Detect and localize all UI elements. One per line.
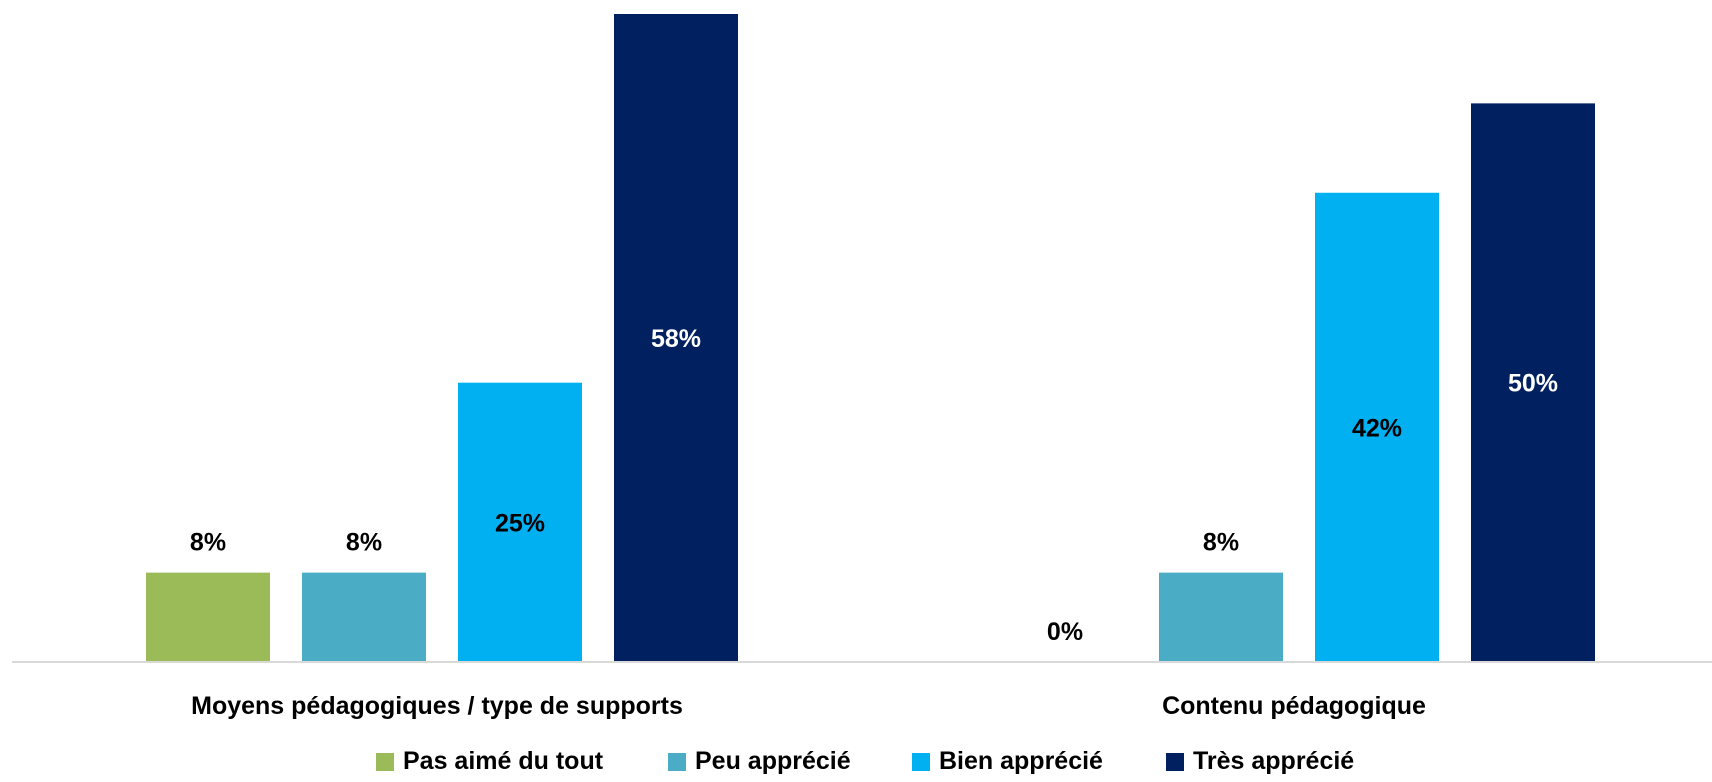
bar-moyens-pedagogiques-type-de-supports-bien-apprecie xyxy=(458,382,582,662)
legend: Pas aimé du tout Peu apprécié Bien appréci… xyxy=(376,747,1354,775)
legend-label-pas-aime-du-tout: Pas aimé du tout xyxy=(403,747,604,775)
legend-item-pas-aime-du-tout: Pas aimé du tout xyxy=(376,747,604,775)
legend-swatch-peu-apprecie xyxy=(668,753,686,771)
legend-item-peu-apprecie: Peu apprécié xyxy=(668,747,851,775)
bar-moyens-pedagogiques-type-de-supports-peu-apprecie xyxy=(302,572,426,662)
data-label-moyens-pedagogiques-type-de-supports-tres-apprecie: 58% xyxy=(651,325,701,353)
bar-moyens-pedagogiques-type-de-supports-tres-apprecie xyxy=(614,14,738,662)
category-labels-layer: Moyens pédagogiques / type de supports Co… xyxy=(191,692,1426,720)
data-label-moyens-pedagogiques-type-de-supports-peu-apprecie: 8% xyxy=(346,529,382,557)
legend-label-bien-apprecie: Bien apprécié xyxy=(939,747,1103,775)
data-label-contenu-pedagogique-bien-apprecie: 42% xyxy=(1352,414,1402,442)
legend-item-bien-apprecie: Bien apprécié xyxy=(912,747,1103,775)
legend-swatch-bien-apprecie xyxy=(912,753,930,771)
bar-contenu-pedagogique-tres-apprecie xyxy=(1471,103,1595,662)
legend-item-tres-apprecie: Très apprécié xyxy=(1166,747,1354,775)
data-label-contenu-pedagogique-peu-apprecie: 8% xyxy=(1203,529,1239,557)
bar-contenu-pedagogique-peu-apprecie xyxy=(1159,572,1283,662)
bar-contenu-pedagogique-bien-apprecie xyxy=(1315,192,1439,663)
legend-swatch-tres-apprecie xyxy=(1166,753,1184,771)
value-labels-layer: 8% 8% 25% 58% 0% 8% 42% 50% xyxy=(190,325,1558,646)
legend-label-peu-apprecie: Peu apprécié xyxy=(695,747,851,775)
legend-swatch-pas-aime-du-tout xyxy=(376,753,394,771)
data-label-contenu-pedagogique-pas-aime-du-tout: 0% xyxy=(1047,618,1083,646)
category-label-contenu-pedagogique: Contenu pédagogique xyxy=(1162,692,1426,720)
bars-layer xyxy=(146,14,1595,663)
data-label-moyens-pedagogiques-type-de-supports-bien-apprecie: 25% xyxy=(495,509,545,537)
data-label-contenu-pedagogique-tres-apprecie: 50% xyxy=(1508,370,1558,398)
data-label-moyens-pedagogiques-type-de-supports-pas-aime-du-tout: 8% xyxy=(190,529,226,557)
bar-moyens-pedagogiques-type-de-supports-pas-aime-du-tout xyxy=(146,572,270,662)
legend-label-tres-apprecie: Très apprécié xyxy=(1193,747,1354,775)
category-label-moyens-pedagogiques-type-de-supports: Moyens pédagogiques / type de supports xyxy=(191,692,683,720)
